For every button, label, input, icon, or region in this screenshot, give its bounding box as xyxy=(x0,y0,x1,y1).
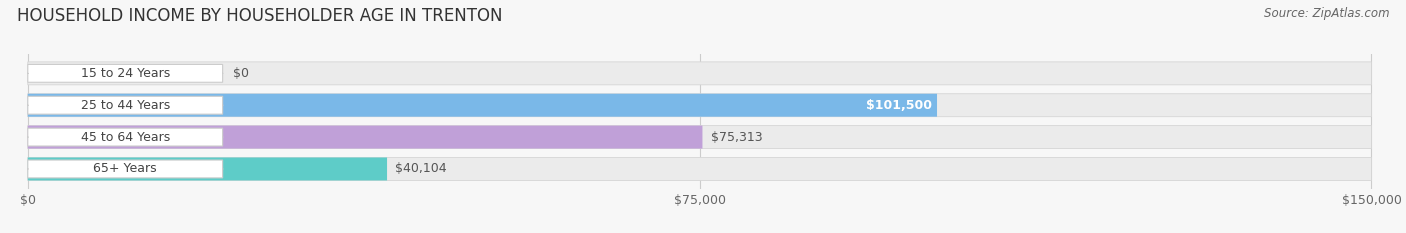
Text: $101,500: $101,500 xyxy=(866,99,932,112)
FancyBboxPatch shape xyxy=(28,96,222,114)
Text: $40,104: $40,104 xyxy=(395,162,447,175)
Text: 45 to 64 Years: 45 to 64 Years xyxy=(80,130,170,144)
FancyBboxPatch shape xyxy=(28,126,703,149)
Text: 65+ Years: 65+ Years xyxy=(93,162,157,175)
FancyBboxPatch shape xyxy=(28,158,387,180)
FancyBboxPatch shape xyxy=(28,160,222,178)
Text: Source: ZipAtlas.com: Source: ZipAtlas.com xyxy=(1264,7,1389,20)
FancyBboxPatch shape xyxy=(28,158,1371,180)
Text: 25 to 44 Years: 25 to 44 Years xyxy=(80,99,170,112)
FancyBboxPatch shape xyxy=(28,126,1371,149)
FancyBboxPatch shape xyxy=(28,128,222,146)
Text: HOUSEHOLD INCOME BY HOUSEHOLDER AGE IN TRENTON: HOUSEHOLD INCOME BY HOUSEHOLDER AGE IN T… xyxy=(17,7,502,25)
Text: $0: $0 xyxy=(233,67,249,80)
FancyBboxPatch shape xyxy=(28,94,936,117)
FancyBboxPatch shape xyxy=(28,65,222,82)
FancyBboxPatch shape xyxy=(28,94,1371,117)
Text: $75,313: $75,313 xyxy=(710,130,762,144)
FancyBboxPatch shape xyxy=(28,62,1371,85)
Text: 15 to 24 Years: 15 to 24 Years xyxy=(80,67,170,80)
